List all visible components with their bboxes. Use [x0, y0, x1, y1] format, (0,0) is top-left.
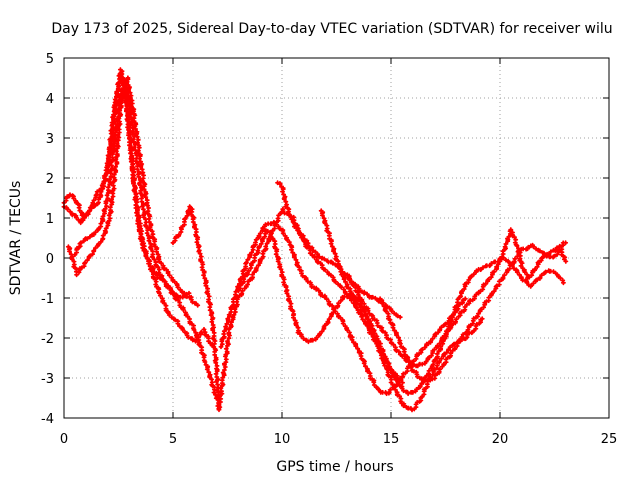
- y-tick-label: 4: [46, 92, 54, 107]
- data-series: [61, 67, 569, 413]
- series-sat-d: [72, 75, 201, 308]
- x-tick-label: 25: [601, 432, 618, 447]
- series-markers: [318, 208, 566, 397]
- series-sat-c: [65, 79, 192, 300]
- chart-title: Day 173 of 2025, Sidereal Day-to-day VTE…: [51, 21, 612, 37]
- x-tick-label: 15: [383, 432, 400, 447]
- series-sat-i: [318, 208, 566, 397]
- x-tick-label: 0: [60, 432, 68, 447]
- series-markers: [218, 219, 468, 397]
- series-markers: [344, 227, 569, 369]
- series-sat-h: [275, 180, 403, 320]
- y-tick-label: -3: [41, 372, 54, 387]
- y-axis-label: SDTVAR / TECUs: [8, 181, 24, 296]
- series-sat-j: [344, 227, 569, 369]
- series-markers: [275, 180, 403, 320]
- grid: [64, 58, 609, 418]
- axis-ticks: 0 5 10 15 20 25 -4 -3 -2 -1 0 1 2 3 4 5: [41, 52, 617, 447]
- y-tick-label: -1: [41, 292, 54, 307]
- series-sat-f: [218, 219, 468, 397]
- plot-frame: [63, 57, 610, 419]
- series-markers: [170, 204, 405, 413]
- x-tick-label: 5: [169, 432, 177, 447]
- y-tick-label: -2: [41, 332, 54, 347]
- series-sat-e: [170, 204, 405, 413]
- series-sat-k: [377, 242, 569, 385]
- y-tick-label: 3: [46, 132, 54, 147]
- x-axis-label: GPS time / hours: [276, 459, 393, 475]
- y-tick-label: 2: [46, 172, 54, 187]
- series-markers: [377, 242, 569, 385]
- y-tick-label: 0: [46, 252, 54, 267]
- y-tick-label: 1: [46, 212, 54, 227]
- series-markers: [72, 75, 201, 308]
- x-tick-label: 20: [492, 432, 509, 447]
- y-tick-label: 5: [46, 52, 54, 67]
- y-tick-label: -4: [41, 412, 54, 427]
- x-tick-label: 10: [274, 432, 291, 447]
- series-markers: [65, 79, 192, 300]
